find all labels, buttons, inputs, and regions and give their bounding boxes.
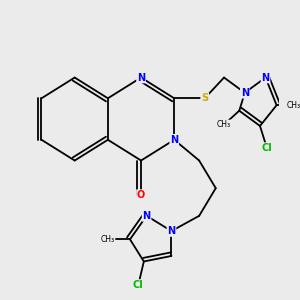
Text: N: N [262,73,270,82]
Text: S: S [201,93,208,103]
Text: O: O [137,190,145,200]
Text: CH₃: CH₃ [286,101,300,110]
Text: Cl: Cl [262,143,272,153]
Text: N: N [167,226,175,236]
Text: N: N [137,73,145,82]
Text: N: N [142,211,151,221]
Text: CH₃: CH₃ [217,120,231,129]
Text: CH₃: CH₃ [101,235,115,244]
Text: N: N [170,135,178,145]
Text: N: N [241,88,249,98]
Text: Cl: Cl [133,280,144,290]
